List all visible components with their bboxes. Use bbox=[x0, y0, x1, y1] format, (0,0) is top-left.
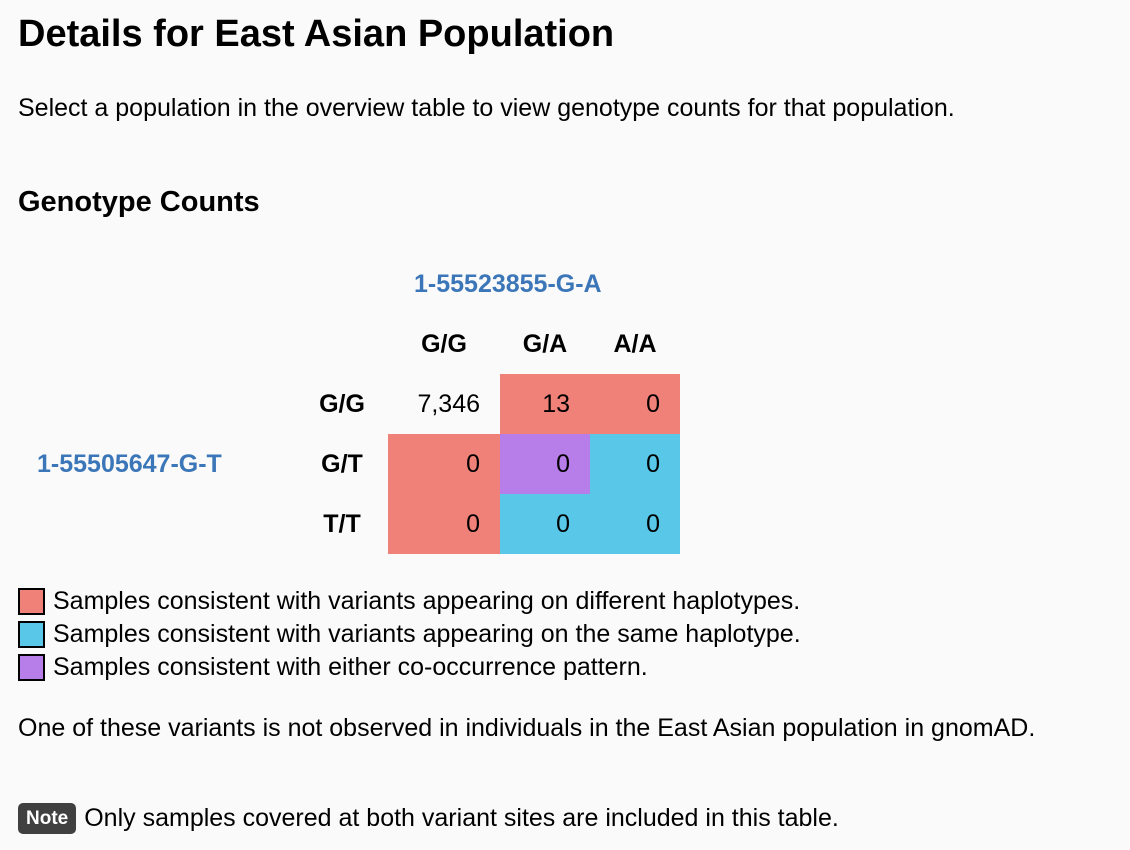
legend-item-same-haplotype: Samples consistent with variants appeari… bbox=[18, 618, 801, 651]
intro-text: Select a population in the overview tabl… bbox=[18, 94, 955, 122]
row-header: G/G bbox=[319, 390, 365, 418]
section-title: Genotype Counts bbox=[18, 186, 260, 218]
legend-label: Samples consistent with variants appeari… bbox=[53, 620, 801, 648]
red-swatch-icon bbox=[18, 588, 45, 615]
legend-label: Samples consistent with either co-occurr… bbox=[53, 653, 648, 681]
genotype-count-cell: 0 bbox=[500, 434, 590, 494]
genotype-count-cell: 0 bbox=[388, 434, 500, 494]
note: Note Only samples covered at both varian… bbox=[18, 803, 839, 834]
population-notice: One of these variants is not observed in… bbox=[18, 714, 1036, 742]
column-header: G/A bbox=[522, 330, 568, 358]
legend-item-different-haplotypes: Samples consistent with variants appeari… bbox=[18, 585, 801, 618]
note-text: Only samples covered at both variant sit… bbox=[84, 804, 839, 832]
genotype-count-cell: 0 bbox=[388, 494, 500, 554]
legend-item-either-pattern: Samples consistent with either co-occurr… bbox=[18, 651, 801, 684]
blue-swatch-icon bbox=[18, 621, 45, 648]
column-variant-link[interactable]: 1-55523855-G-A bbox=[414, 270, 602, 298]
genotype-count-cell: 7,346 bbox=[417, 390, 480, 418]
genotype-count-cell: 0 bbox=[590, 434, 680, 494]
genotype-count-cell: 0 bbox=[500, 494, 590, 554]
legend-label: Samples consistent with variants appeari… bbox=[53, 587, 801, 615]
row-header: T/T bbox=[323, 510, 361, 538]
note-badge: Note bbox=[18, 803, 77, 834]
genotype-count-cell: 13 bbox=[500, 374, 590, 434]
column-header: A/A bbox=[613, 330, 657, 358]
genotype-count-cell: 0 bbox=[590, 494, 680, 554]
row-header: G/T bbox=[321, 450, 363, 478]
purple-swatch-icon bbox=[18, 654, 45, 681]
genotype-count-cell: 0 bbox=[590, 374, 680, 434]
color-legend: Samples consistent with variants appeari… bbox=[18, 585, 801, 684]
page-title: Details for East Asian Population bbox=[18, 13, 615, 55]
column-header: G/G bbox=[421, 330, 467, 358]
row-variant-link[interactable]: 1-55505647-G-T bbox=[37, 450, 222, 478]
